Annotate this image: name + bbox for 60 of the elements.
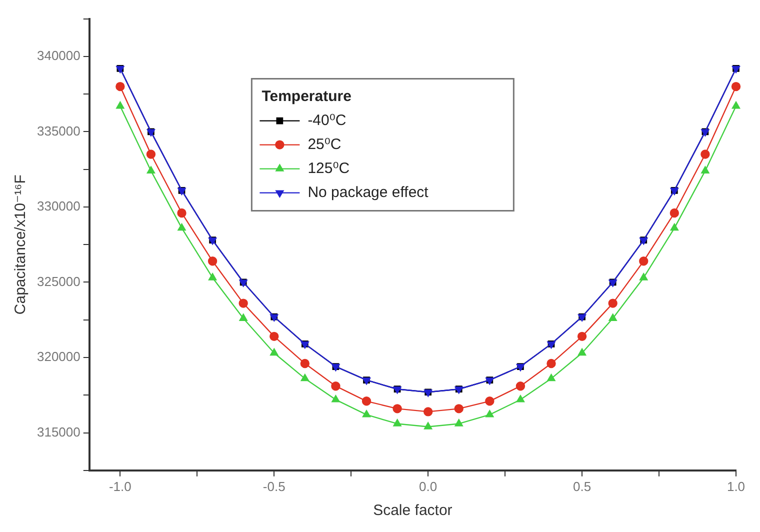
point [640,273,648,280]
x-tick-label: -1.0 [108,478,132,494]
y-tick-label: 335000 [36,123,80,138]
point [146,150,156,159]
point [670,208,680,218]
point [485,396,494,406]
point [177,208,186,218]
point [732,102,740,109]
point [516,395,525,402]
point [270,348,278,356]
y-tick-label: 320000 [36,349,80,364]
point [423,407,433,416]
point [362,410,371,418]
point [454,404,464,414]
point [208,273,217,280]
y-axis-title: Capacitance/x10⁻¹⁶F [12,174,30,315]
x-tick-label: -0.5 [262,478,286,494]
point [701,166,710,174]
y-tick-label: 340000 [36,48,80,64]
point [577,332,587,342]
legend-label: 125⁰C [308,160,350,177]
legend-label: 25⁰C [308,136,342,153]
x-tick-label: 0.0 [419,478,438,494]
point [270,332,279,342]
point [146,166,156,174]
point [486,410,494,418]
point [239,314,248,321]
x-axis-title: Scale factor [373,502,452,520]
point [116,82,125,92]
point [516,382,526,391]
point [392,404,402,414]
point [300,374,309,382]
legend-label: -40⁰C [308,112,346,129]
point [454,419,463,426]
point [608,298,618,308]
legend-label: No package effect [308,184,430,201]
point [178,223,186,231]
y-tick-label: 330000 [36,198,80,214]
x-tick-label: 1.0 [726,478,746,494]
y-tick-label: 315000 [36,424,80,440]
point [331,382,340,391]
point [700,150,710,159]
point [208,256,218,266]
point [639,256,648,266]
point [238,298,248,308]
point [362,396,372,406]
point [608,314,617,321]
x-tick-label: 0.5 [573,478,592,494]
point [546,358,556,368]
legend-title: Temperature [262,88,352,105]
point [731,82,741,92]
y-tick-label: 325000 [36,274,80,289]
point [300,358,310,368]
point [547,374,556,382]
point [393,419,402,426]
point [670,223,678,231]
point [424,422,432,430]
point [332,395,340,402]
point [578,348,586,356]
point [116,102,124,109]
